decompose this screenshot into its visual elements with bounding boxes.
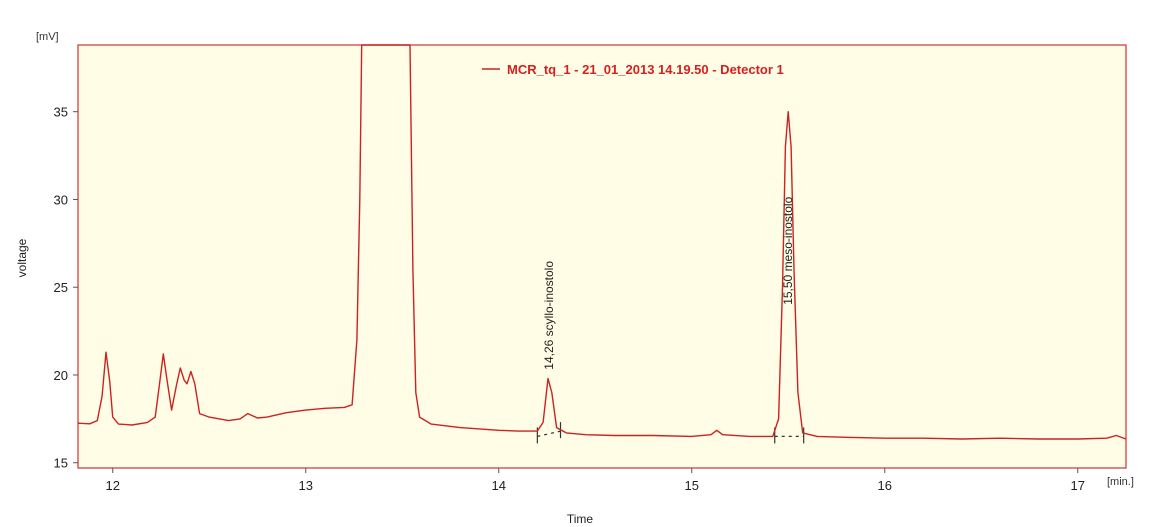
peak-label: 15,50 meso-inostolo (781, 196, 795, 304)
x-tick-label: 17 (1071, 478, 1085, 493)
peak-labels: 14,26 scyllo-inostolo 15,50 meso-inostolo (542, 196, 795, 369)
y-tick-label: 20 (54, 368, 68, 383)
chromatogram-trace (77, 44, 1127, 440)
x-tick-label: 12 (106, 478, 120, 493)
y-axis-title: voltage (15, 238, 29, 277)
y-axis: 15 20 25 30 35 (54, 105, 78, 471)
y-tick-label: 30 (54, 192, 68, 207)
legend-entry: MCR_tq_1 - 21_01_2013 14.19.50 - Detecto… (507, 62, 784, 77)
x-axis: 12 13 14 15 16 17 (106, 468, 1085, 493)
y-unit-label: [mV] (36, 31, 59, 43)
x-unit-label: [min.] (1107, 476, 1134, 488)
x-tick-label: 13 (299, 478, 313, 493)
x-tick-label: 14 (492, 478, 506, 493)
x-axis-title: Time (567, 512, 594, 526)
x-tick-label: 15 (685, 478, 699, 493)
legend: MCR_tq_1 - 21_01_2013 14.19.50 - Detecto… (482, 62, 784, 77)
y-tick-label: 25 (54, 280, 68, 295)
y-tick-label: 15 (54, 456, 68, 471)
y-tick-label: 35 (54, 105, 68, 120)
x-tick-label: 16 (878, 478, 892, 493)
plot-area (77, 44, 1127, 469)
peak-label: 14,26 scyllo-inostolo (542, 261, 556, 370)
